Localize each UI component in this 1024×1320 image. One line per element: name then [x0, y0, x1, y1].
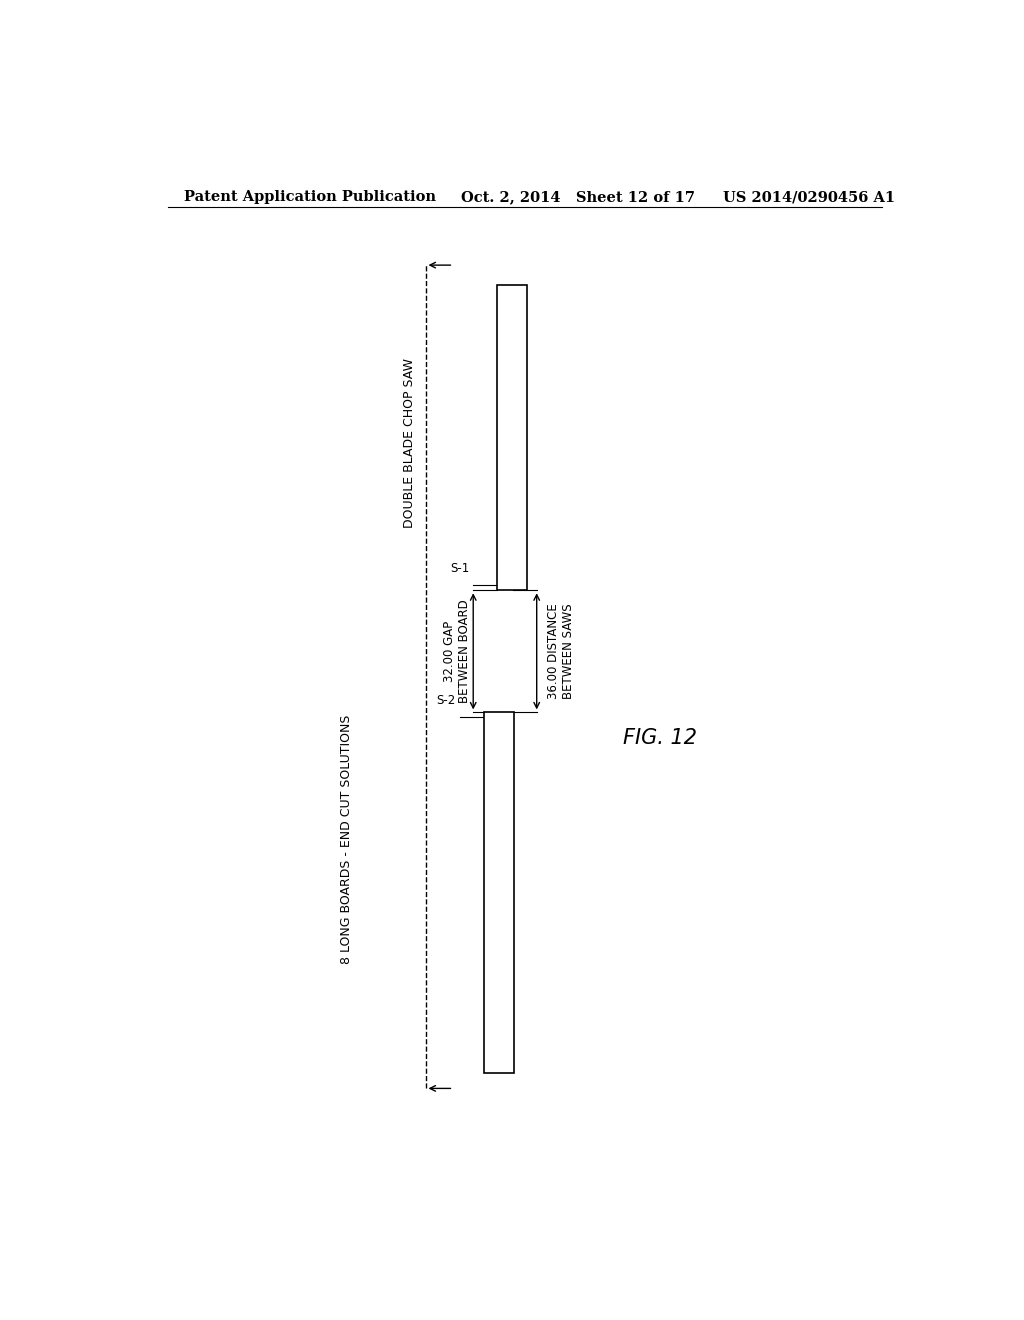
Text: 36.00 DISTANCE
BETWEEN SAWS: 36.00 DISTANCE BETWEEN SAWS — [547, 603, 574, 700]
Text: DOUBLE BLADE CHOP SAW: DOUBLE BLADE CHOP SAW — [403, 358, 416, 528]
Text: Patent Application Publication: Patent Application Publication — [183, 190, 435, 205]
Text: S-1: S-1 — [450, 562, 469, 576]
Text: S-2: S-2 — [436, 694, 456, 708]
Text: Oct. 2, 2014   Sheet 12 of 17: Oct. 2, 2014 Sheet 12 of 17 — [461, 190, 695, 205]
Text: 32.00 GAP
BETWEEN BOARD: 32.00 GAP BETWEEN BOARD — [443, 599, 471, 704]
Text: US 2014/0290456 A1: US 2014/0290456 A1 — [723, 190, 895, 205]
Bar — [483, 713, 514, 1073]
Text: FIG. 12: FIG. 12 — [623, 727, 696, 747]
Bar — [497, 285, 527, 590]
Text: 8 LONG BOARDS - END CUT SOLUTIONS: 8 LONG BOARDS - END CUT SOLUTIONS — [340, 714, 352, 964]
